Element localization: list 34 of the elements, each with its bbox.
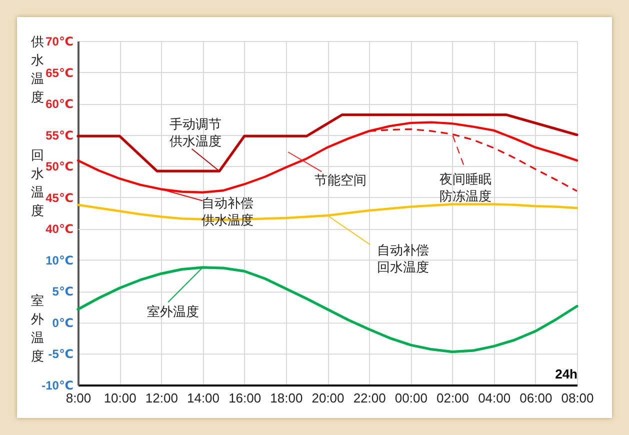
y-tick-label: 45℃ <box>46 190 74 205</box>
text: 室外温度 <box>31 293 44 364</box>
series-label: 手动调节供水温度 <box>169 116 222 149</box>
text: 供水温度 <box>31 34 44 104</box>
x-tick-label: 04:00 <box>478 390 511 406</box>
y-tick-label: 0℃ <box>52 316 74 330</box>
y-tick-label: 40℃ <box>46 222 74 236</box>
x-tick-label: 20:00 <box>312 390 344 406</box>
x-tick-label: 10:00 <box>104 390 136 406</box>
x-tick-label: 12:00 <box>145 390 178 406</box>
x-tick-label: 14:00 <box>186 390 220 406</box>
y-tick-label: 50℃ <box>46 160 74 174</box>
x-tick-label: 08:00 <box>561 390 594 406</box>
y-tick-label: 60℃ <box>46 97 74 112</box>
x-tick-label: 8:00 <box>66 390 92 406</box>
y-tick-label: 70℃ <box>46 34 74 48</box>
y-tick-label: 65℃ <box>46 66 74 80</box>
legend-label: 夜间睡眠防冻温度 <box>439 171 492 204</box>
annotation: 节能空间 <box>314 172 366 188</box>
text: 回水温度 <box>31 148 44 218</box>
x-tick-label: 00:00 <box>394 390 428 406</box>
text: 自动补偿回水温度 <box>377 242 430 275</box>
y-tick-label: 10℃ <box>46 253 74 268</box>
x-tick-label: 06:00 <box>520 390 552 406</box>
y-tick-label: -5℃ <box>48 347 74 362</box>
x-tick-label: 16:00 <box>228 390 262 406</box>
x-tick-label: 22:00 <box>353 390 386 406</box>
x-tick-label: 02:00 <box>436 390 470 406</box>
x-axis-title: 24h <box>555 366 578 382</box>
y-tick-label: 55℃ <box>46 128 74 142</box>
y-tick-label: 5℃ <box>52 284 74 299</box>
y-tick-label: -10℃ <box>42 378 74 392</box>
series-label: 室外温度 <box>147 304 200 319</box>
x-tick-label: 18:00 <box>270 390 303 406</box>
